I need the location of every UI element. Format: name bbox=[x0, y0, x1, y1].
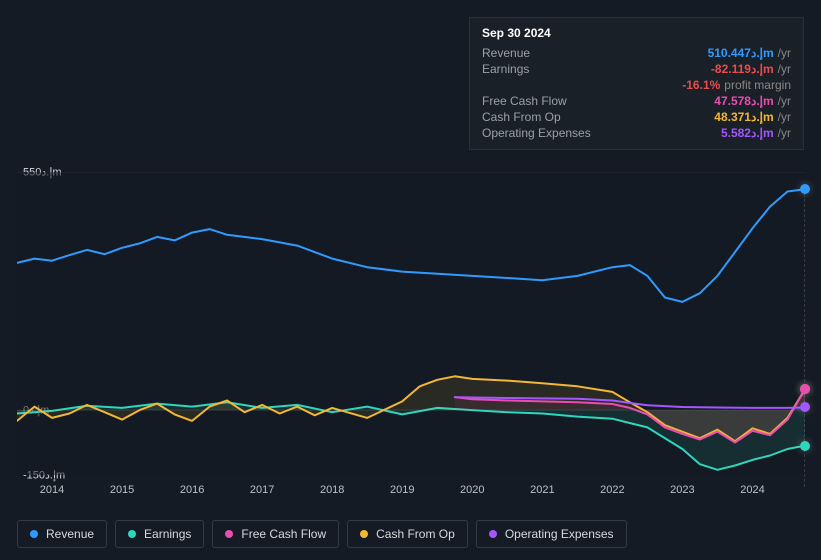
x-axis-tick: 2017 bbox=[250, 484, 274, 496]
legend-item-label: Cash From Op bbox=[376, 527, 455, 541]
legend-item-label: Operating Expenses bbox=[505, 527, 614, 541]
legend-item-cash-from-op[interactable]: Cash From Op bbox=[347, 520, 468, 548]
legend-item-label: Free Cash Flow bbox=[241, 527, 326, 541]
tooltip-row-label: Operating Expenses bbox=[482, 126, 591, 140]
x-axis-tick: 2015 bbox=[110, 484, 134, 496]
tooltip-date: Sep 30 2024 bbox=[482, 26, 791, 40]
series-end-dot bbox=[800, 402, 810, 412]
legend-item-label: Revenue bbox=[46, 527, 94, 541]
chart-svg bbox=[17, 172, 805, 475]
tooltip-row-value: 48.371إ.دm bbox=[714, 110, 773, 124]
tooltip-row-label: Earnings bbox=[482, 62, 529, 76]
tooltip-row: Cash From Op 48.371إ.دm/yr bbox=[482, 109, 791, 125]
tooltip-row: Earnings -82.119إ.دm/yr bbox=[482, 61, 791, 77]
tooltip-row-suffix: /yr bbox=[778, 62, 791, 76]
legend-dot-icon bbox=[225, 530, 233, 538]
tooltip-row-value: 5.582إ.دm bbox=[721, 126, 774, 140]
x-axis-tick: 2021 bbox=[530, 484, 554, 496]
tooltip-row-suffix: profit margin bbox=[724, 78, 791, 92]
series-end-dot bbox=[800, 384, 810, 394]
x-axis-tick: 2022 bbox=[600, 484, 624, 496]
legend-dot-icon bbox=[128, 530, 136, 538]
tooltip-row-label: Revenue bbox=[482, 46, 530, 60]
x-axis-tick: 2020 bbox=[460, 484, 484, 496]
tooltip-card: Sep 30 2024 Revenue510.447إ.دm/yrEarning… bbox=[469, 17, 804, 150]
legend-dot-icon bbox=[489, 530, 497, 538]
series-revenue bbox=[17, 189, 805, 302]
tooltip-row-label: Cash From Op bbox=[482, 110, 561, 124]
tooltip-row: -16.1% profit margin bbox=[482, 77, 791, 93]
tooltip-row: Revenue 510.447إ.دm/yr bbox=[482, 45, 791, 61]
tooltip-row-label: Free Cash Flow bbox=[482, 94, 567, 108]
x-axis-tick: 2023 bbox=[670, 484, 694, 496]
x-axis-tick: 2024 bbox=[740, 484, 764, 496]
legend-item-operating-expenses[interactable]: Operating Expenses bbox=[476, 520, 627, 548]
legend-item-free-cash-flow[interactable]: Free Cash Flow bbox=[212, 520, 339, 548]
tooltip-row-value: 510.447إ.دm bbox=[708, 46, 774, 60]
tooltip-row: Operating Expenses 5.582إ.دm/yr bbox=[482, 125, 791, 141]
tooltip-row-suffix: /yr bbox=[778, 94, 791, 108]
x-axis-tick: 2019 bbox=[390, 484, 414, 496]
tooltip-row-value: -82.119إ.دm bbox=[711, 62, 774, 76]
legend-dot-icon bbox=[30, 530, 38, 538]
legend-item-earnings[interactable]: Earnings bbox=[115, 520, 204, 548]
plot-area[interactable] bbox=[17, 172, 805, 475]
tooltip-row-value: -16.1% bbox=[682, 78, 720, 92]
tooltip-row: Free Cash Flow 47.578إ.دm/yr bbox=[482, 93, 791, 109]
chart: 550إ.دm0إ.دm-150إ.دm bbox=[17, 160, 805, 475]
legend-item-label: Earnings bbox=[144, 527, 191, 541]
tooltip-row-value: 47.578إ.دm bbox=[714, 94, 773, 108]
legend-item-revenue[interactable]: Revenue bbox=[17, 520, 107, 548]
x-axis-tick: 2018 bbox=[320, 484, 344, 496]
x-axis-tick: 2016 bbox=[180, 484, 204, 496]
tooltip-row-suffix: /yr bbox=[778, 110, 791, 124]
series-end-dot bbox=[800, 441, 810, 451]
x-axis-tick: 2014 bbox=[40, 484, 64, 496]
legend-dot-icon bbox=[360, 530, 368, 538]
series-end-dot bbox=[800, 184, 810, 194]
tooltip-row-suffix: /yr bbox=[778, 126, 791, 140]
legend: Revenue Earnings Free Cash Flow Cash From O… bbox=[17, 520, 627, 548]
tooltip-row-suffix: /yr bbox=[778, 46, 791, 60]
